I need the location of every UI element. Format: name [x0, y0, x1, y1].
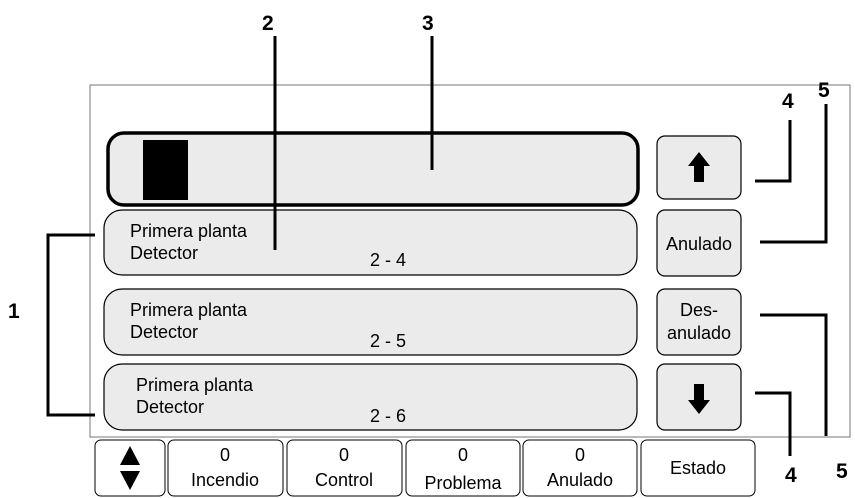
callout-number: 1	[8, 300, 20, 323]
item-line2: Detector	[136, 397, 204, 417]
callout-number: 4	[782, 90, 794, 113]
item-line2: Detector	[130, 243, 198, 263]
item-address: 2 - 6	[370, 406, 406, 426]
callout-line	[760, 104, 828, 244]
status-tab[interactable]	[405, 439, 521, 497]
callouts: 1 2 3 4 5 4 5	[8, 12, 848, 487]
item-address: 2 - 5	[370, 331, 406, 351]
callout-line	[755, 120, 792, 183]
list-item[interactable]	[103, 288, 638, 356]
item-line2: Detector	[130, 322, 198, 342]
desanulado-button[interactable]	[656, 288, 742, 356]
status-tab[interactable]	[522, 439, 638, 497]
tab-count: 0	[220, 445, 230, 465]
list-item[interactable]	[103, 363, 638, 431]
status-bar: 0 Incendio 0 Control 0 Problema 0 Anulad…	[94, 439, 756, 497]
anulado-button[interactable]	[656, 209, 742, 277]
callout-line	[46, 233, 95, 417]
tab-count: 0	[458, 445, 468, 465]
callout-number: 2	[262, 12, 274, 35]
tab-label: Estado	[670, 458, 726, 478]
callout-number: 3	[422, 12, 434, 35]
callout-number: 5	[836, 460, 848, 483]
tab-label: Incendio	[191, 470, 259, 490]
callout-number: 5	[818, 79, 830, 102]
item-line1: Primera planta	[130, 300, 248, 320]
up-arrow	[688, 152, 710, 182]
cursor-block	[143, 140, 188, 200]
item-line1: Primera planta	[136, 375, 254, 395]
list: Primera planta Detector 2 - 4 Primera pl…	[103, 209, 638, 431]
estado-tab[interactable]	[640, 439, 756, 497]
screen-frame	[89, 84, 851, 438]
button-label: anulado	[667, 323, 731, 343]
button-label: Anulado	[666, 234, 732, 254]
tab-count: 0	[339, 445, 349, 465]
tab-label: Anulado	[547, 470, 613, 490]
tab-label: Control	[315, 470, 373, 490]
callout-line	[760, 313, 828, 436]
search-bar[interactable]	[106, 131, 640, 207]
callout-line	[755, 391, 792, 456]
item-address: 2 - 4	[370, 250, 406, 270]
status-tab[interactable]	[286, 439, 403, 497]
updown-tab[interactable]	[94, 439, 166, 497]
callout-number: 4	[785, 464, 797, 487]
updown-icon	[120, 446, 140, 490]
tab-label: Problema	[424, 473, 502, 493]
list-item[interactable]	[103, 209, 638, 276]
down-arrow	[688, 384, 710, 414]
tab-count: 0	[575, 445, 585, 465]
status-tab[interactable]	[167, 439, 284, 497]
button-label: Des-	[680, 300, 718, 320]
item-line1: Primera planta	[130, 221, 248, 241]
